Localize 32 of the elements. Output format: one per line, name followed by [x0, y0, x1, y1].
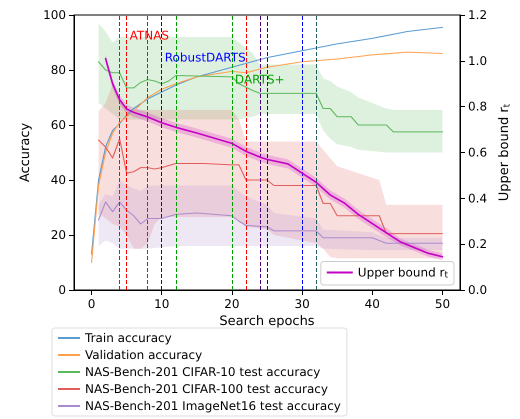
- y2-tick-label: 1.2: [468, 8, 488, 22]
- legend-label: Train accuracy: [84, 331, 172, 345]
- x-tick-label: 0: [88, 297, 96, 311]
- x-axis-title: Search epochs: [219, 314, 315, 329]
- x-tick-label: 20: [224, 297, 240, 311]
- x-tick-label: 40: [364, 297, 380, 311]
- legend-label: NAS-Bench-201 ImageNet16 test accuracy: [85, 399, 341, 413]
- y-tick-label: 40: [50, 173, 66, 187]
- legend-label: NAS-Bench-201 CIFAR-10 test accuracy: [85, 365, 320, 379]
- y2-tick-label: 0.4: [468, 191, 488, 206]
- y2-tick-label: 0.0: [468, 283, 488, 297]
- y2-tick-label: 0.2: [468, 237, 488, 252]
- y2-tick-label: 0.8: [468, 100, 488, 114]
- legend-label: NAS-Bench-201 CIFAR-100 test accuracy: [85, 382, 328, 396]
- ref-line-label: ATNAS: [130, 28, 170, 43]
- y2-tick-label: 0.6: [468, 146, 488, 160]
- x-tick-label: 10: [154, 297, 170, 311]
- legend-label: Validation accuracy: [85, 348, 202, 362]
- line-series: [98, 61, 444, 132]
- y-tick-label: 0: [58, 283, 66, 297]
- y-tick-label: 100: [43, 8, 66, 22]
- ref-line-label: RobustDARTS: [164, 50, 246, 65]
- y2-tick-label: 1.0: [468, 54, 488, 68]
- line-series: [98, 138, 444, 234]
- line-series: [98, 201, 444, 244]
- y-axis-title: Accuracy: [18, 122, 34, 182]
- y-tick-label: 80: [50, 63, 66, 77]
- x-tick-label: 50: [434, 297, 450, 311]
- y-tick-label: 20: [50, 228, 66, 242]
- x-tick-label: 30: [294, 297, 310, 311]
- y2-axis-title: Upper bound rt: [496, 103, 512, 202]
- y-tick-label: 60: [50, 118, 66, 132]
